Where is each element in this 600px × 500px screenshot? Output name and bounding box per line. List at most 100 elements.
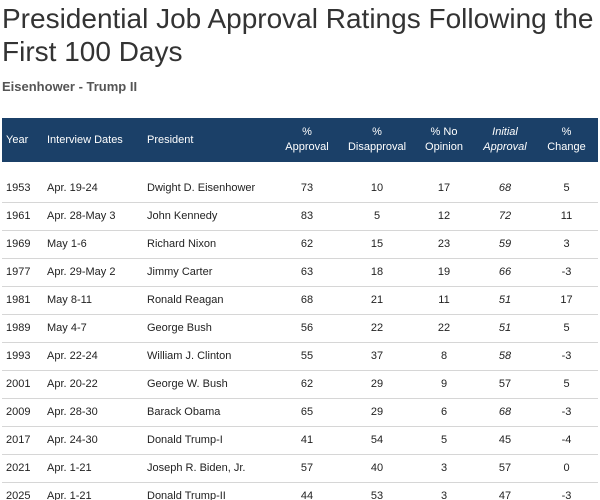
cell-disapproval: 53 — [370, 490, 384, 500]
cell-no-opinion: 9 — [440, 378, 448, 390]
cell-interview-dates: May 8-11 — [47, 294, 93, 306]
cell-interview-dates: Apr. 29-May 2 — [47, 266, 116, 278]
table-row: 1969 May 1-6 Richard Nixon 62 15 23 59 3 — [2, 230, 598, 258]
table-row: 1993 Apr. 22-24 William J. Clinton 55 37 8 58 -… — [2, 342, 598, 370]
col-header-interview-dates: Interview Dates — [47, 133, 123, 146]
cell-approval: 62 — [300, 378, 314, 390]
cell-no-opinion: 3 — [440, 490, 448, 500]
cell-president: Donald Trump-I — [147, 434, 223, 446]
cell-no-opinion: 22 — [437, 322, 451, 334]
col-header-initial-approval: Initial Approval — [483, 126, 527, 153]
cell-no-opinion: 23 — [437, 238, 451, 250]
cell-interview-dates: Apr. 28-May 3 — [47, 210, 116, 222]
cell-interview-dates: Apr. 1-21 — [47, 462, 92, 474]
cell-approval: 56 — [300, 322, 314, 334]
cell-disapproval: 29 — [370, 378, 384, 390]
col-header-change: % Change — [547, 126, 586, 153]
cell-no-opinion: 12 — [437, 210, 451, 222]
cell-president: John Kennedy — [147, 210, 218, 222]
cell-interview-dates: May 4-7 — [47, 322, 87, 334]
cell-approval: 83 — [300, 210, 314, 222]
table-header-row: Year Interview Dates President % Approva… — [2, 118, 598, 162]
cell-president: George W. Bush — [147, 378, 228, 390]
cell-change: 11 — [560, 210, 573, 222]
cell-change: -4 — [561, 434, 572, 446]
cell-disapproval: 21 — [370, 294, 384, 306]
table-row: 2009 Apr. 28-30 Barack Obama 65 29 6 68 -3 — [2, 398, 598, 426]
cell-year: 2017 — [6, 434, 31, 446]
cell-no-opinion: 19 — [437, 266, 451, 278]
cell-president: Richard Nixon — [147, 238, 217, 250]
cell-disapproval: 37 — [370, 350, 384, 362]
cell-president: Barack Obama — [147, 406, 221, 418]
cell-change: 5 — [563, 322, 570, 334]
cell-president: Joseph R. Biden, Jr. — [147, 462, 246, 474]
cell-year: 1981 — [6, 294, 31, 306]
table-spacer — [2, 162, 598, 174]
cell-disapproval: 15 — [370, 238, 384, 250]
cell-interview-dates: Apr. 20-22 — [47, 378, 98, 390]
cell-interview-dates: Apr. 24-30 — [47, 434, 98, 446]
cell-interview-dates: Apr. 28-30 — [47, 406, 98, 418]
cell-change: -3 — [561, 490, 572, 500]
table-row: 2001 Apr. 20-22 George W. Bush 62 29 9 57 5 — [2, 370, 598, 398]
cell-interview-dates: Apr. 22-24 — [47, 350, 98, 362]
cell-no-opinion: 17 — [437, 181, 451, 194]
cell-interview-dates: Apr. 19-24 — [47, 181, 98, 194]
cell-initial-approval: 66 — [498, 266, 512, 278]
approval-table: Year Interview Dates President % Approva… — [2, 118, 598, 500]
cell-initial-approval: 68 — [498, 406, 512, 418]
page-title: Presidential Job Approval Ratings Follow… — [2, 3, 594, 67]
cell-year: 1953 — [6, 181, 31, 194]
table-row: 2021 Apr. 1-21 Joseph R. Biden, Jr. 57 40 3 57… — [2, 454, 598, 482]
cell-year: 1993 — [6, 350, 31, 362]
table-row: 2025 Apr. 1-21 Donald Trump-II 44 53 3 47 -3 — [2, 482, 598, 500]
cell-change: 0 — [563, 462, 570, 474]
cell-approval: 57 — [300, 462, 314, 474]
cell-president: Ronald Reagan — [147, 294, 224, 306]
col-header-president: President — [147, 133, 194, 146]
table-row: 1977 Apr. 29-May 2 Jimmy Carter 63 18 19 66 -3 — [2, 258, 598, 286]
cell-year: 2001 — [6, 378, 31, 390]
cell-president: Dwight D. Eisenhower — [147, 181, 256, 194]
cell-initial-approval: 58 — [498, 350, 512, 362]
cell-approval: 62 — [300, 238, 314, 250]
cell-initial-approval: 57 — [498, 462, 512, 474]
cell-initial-approval: 51 — [498, 294, 512, 306]
cell-no-opinion: 5 — [440, 434, 448, 446]
cell-disapproval: 40 — [370, 462, 384, 474]
cell-approval: 44 — [300, 490, 314, 500]
table-row: 2017 Apr. 24-30 Donald Trump-I 41 54 5 45 -4 — [2, 426, 598, 454]
cell-initial-approval: 59 — [498, 238, 512, 250]
cell-initial-approval: 45 — [498, 434, 512, 446]
cell-approval: 68 — [300, 294, 314, 306]
cell-president: George Bush — [147, 322, 212, 334]
cell-change: -3 — [561, 266, 572, 278]
cell-disapproval: 5 — [373, 210, 381, 222]
cell-no-opinion: 6 — [440, 406, 448, 418]
cell-no-opinion: 8 — [440, 350, 448, 362]
table-body: 1953 Apr. 19-24 Dwight D. Eisenhower 73 10 17… — [2, 162, 598, 500]
cell-approval: 55 — [300, 350, 314, 362]
cell-change: -3 — [561, 406, 572, 418]
cell-no-opinion: 11 — [438, 294, 450, 306]
cell-approval: 73 — [300, 181, 314, 194]
cell-approval: 65 — [300, 406, 314, 418]
cell-year: 2009 — [6, 406, 31, 418]
cell-interview-dates: May 1-6 — [47, 238, 87, 250]
table-row: 1981 May 8-11 Ronald Reagan 68 21 11 51 17 — [2, 286, 598, 314]
cell-change: 17 — [560, 294, 573, 306]
table-row: 1953 Apr. 19-24 Dwight D. Eisenhower 73 10 17… — [2, 174, 598, 202]
table-row: 1989 May 4-7 George Bush 56 22 22 51 5 — [2, 314, 598, 342]
col-header-approval: % Approval — [285, 126, 329, 153]
col-header-disapproval: % Disapproval — [347, 126, 407, 153]
cell-president: Jimmy Carter — [147, 266, 213, 278]
cell-year: 2025 — [6, 490, 31, 500]
cell-year: 1961 — [6, 210, 31, 222]
cell-president: Donald Trump-II — [147, 490, 226, 500]
cell-change: 3 — [563, 238, 570, 250]
table-row: 1961 Apr. 28-May 3 John Kennedy 83 5 12 72 11 — [2, 202, 598, 230]
cell-initial-approval: 57 — [498, 378, 512, 390]
cell-disapproval: 22 — [370, 322, 384, 334]
cell-year: 1977 — [6, 266, 31, 278]
